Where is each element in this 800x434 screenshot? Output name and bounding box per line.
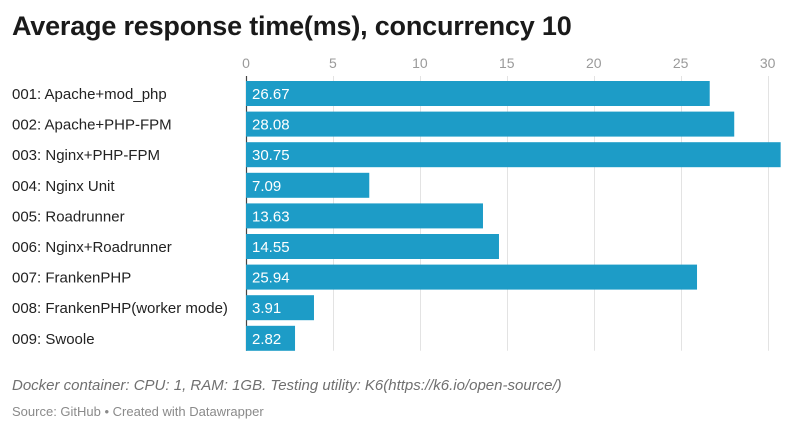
- x-tick-label: 5: [329, 55, 337, 71]
- x-tick-label: 15: [499, 55, 515, 71]
- bar: [246, 111, 735, 137]
- category-labels: 001: Apache+mod_php 002: Apache+PHP-FPM 00…: [12, 86, 228, 348]
- bar-value-label: 7.09: [252, 178, 281, 195]
- bar: [246, 325, 296, 351]
- bar: [246, 142, 781, 168]
- chart-notes: Docker container: CPU: 1, RAM: 1GB. Test…: [12, 377, 562, 394]
- bar-value-label: 26.67: [252, 86, 290, 103]
- bar: [246, 264, 698, 290]
- bar: [246, 172, 370, 198]
- bar-value-label: 14.55: [252, 239, 290, 256]
- bar: [246, 203, 483, 229]
- x-axis-ticks: 0 5 10 15 20 25 30: [242, 55, 776, 71]
- bar: [246, 295, 314, 321]
- category-label: 006: Nginx+Roadrunner: [12, 239, 172, 256]
- bar-value-label: 3.91: [252, 300, 281, 317]
- chart-source: Source: GitHub • Created with Datawrappe…: [12, 404, 264, 419]
- bar-value-label: 28.08: [252, 117, 290, 134]
- x-tick-label: 25: [673, 55, 689, 71]
- bar-value-label: 13.63: [252, 208, 290, 225]
- bar-chart: 0 5 10 15 20 25 30 001: Apache+mod_php 002: Apa…: [12, 55, 781, 351]
- bar-value-label: 30.75: [252, 147, 290, 164]
- bar-value-label: 25.94: [252, 270, 290, 287]
- category-label: 001: Apache+mod_php: [12, 86, 167, 103]
- category-label: 008: FrankenPHP(worker mode): [12, 300, 228, 317]
- category-label: 009: Swoole: [12, 331, 95, 348]
- category-label: 005: Roadrunner: [12, 208, 125, 225]
- x-tick-label: 20: [586, 55, 602, 71]
- category-label: 007: FrankenPHP: [12, 270, 131, 287]
- bar-value-label: 2.82: [252, 331, 281, 348]
- x-tick-label: 10: [412, 55, 428, 71]
- bar: [246, 81, 710, 106]
- category-label: 002: Apache+PHP-FPM: [12, 117, 172, 134]
- bars: [246, 81, 781, 351]
- x-tick-label: 30: [760, 55, 776, 71]
- category-label: 003: Nginx+PHP-FPM: [12, 147, 160, 164]
- chart-title: Average response time(ms), concurrency 1…: [12, 11, 572, 41]
- value-labels: 26.67 28.08 30.75 7.09 13.63 14.55 25.94 3.91 2.…: [252, 86, 290, 348]
- category-label: 004: Nginx Unit: [12, 178, 115, 195]
- x-tick-label: 0: [242, 55, 250, 71]
- bar: [246, 234, 499, 259]
